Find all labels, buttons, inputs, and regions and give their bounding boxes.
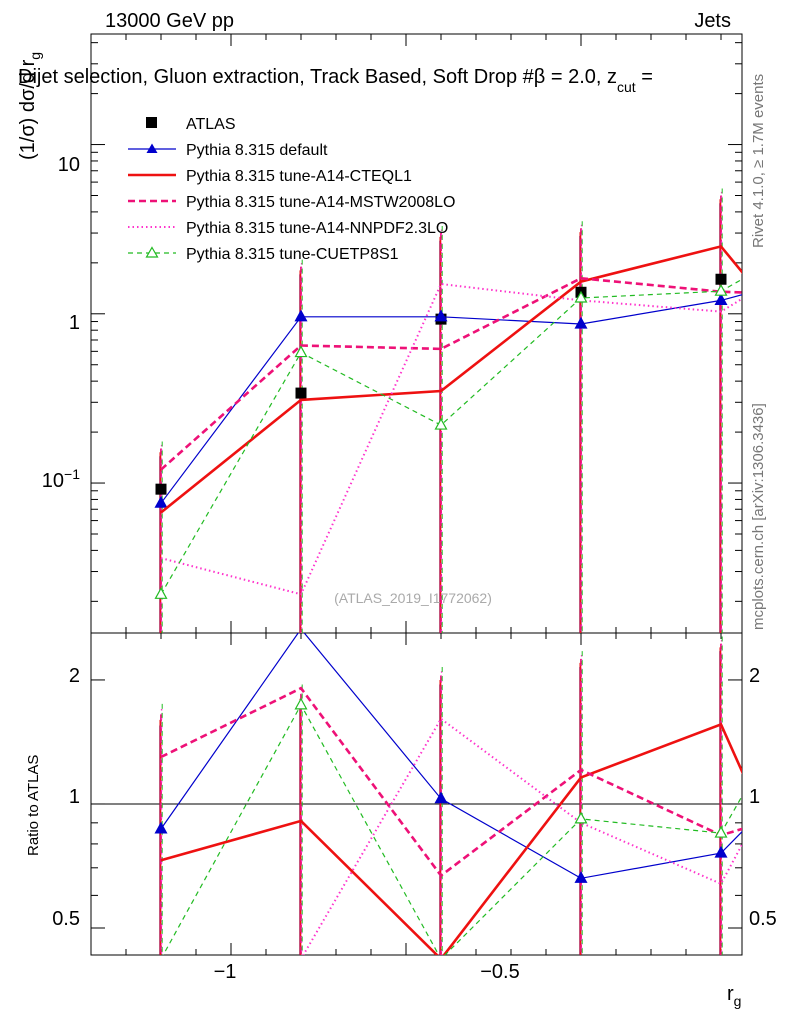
x-tick-label-minus-1: −1 [214,961,237,983]
atlas-point [156,484,167,495]
legend-label-cteql1: Pythia 8.315 tune-A14-CTEQL1 [186,168,412,185]
analysis-watermark: (ATLAS_2019_I1772062) [334,590,492,606]
legend-label-nnpdf23lo: Pythia 8.315 tune-A14-NNPDF2.3LO [186,220,448,237]
legend-label-atlas: ATLAS [186,116,236,133]
legend-label-mstw2008lo: Pythia 8.315 tune-A14-MSTW2008LO [186,194,455,211]
ratio-tick-label-1-left: 1 [69,786,80,808]
ratio-tick-label-2-right: 2 [749,665,760,687]
legend-marker-atlas [146,117,157,128]
ratio-tick-label-2-left: 2 [69,665,80,687]
ratio-tick-label-0.5-right: 0.5 [749,908,777,930]
atlas-point [716,274,727,285]
ratio-y-axis-label: Ratio to ATLAS [25,755,42,856]
ratio-tick-label-0.5-left: 0.5 [52,908,80,930]
mcplots-label: mcplots.cern.ch [arXiv:1306.3436] [750,403,767,630]
y-tick-label-1: 1 [69,312,80,334]
legend-label-default: Pythia 8.315 default [186,142,328,159]
ratio-tick-label-1-right: 1 [749,786,760,808]
rivet-version-label: Rivet 4.1.0, ≥ 1.7M events [750,74,767,248]
x-tick-label-minus-0.5: −0.5 [480,961,519,983]
energy-label: 13000 GeV pp [105,10,234,32]
atlas-point [296,388,307,399]
y-tick-label-10: 10 [58,154,80,176]
legend-label-cuetp8s1: Pythia 8.315 tune-CUETP8S1 [186,246,399,263]
category-label: Jets [694,10,731,32]
